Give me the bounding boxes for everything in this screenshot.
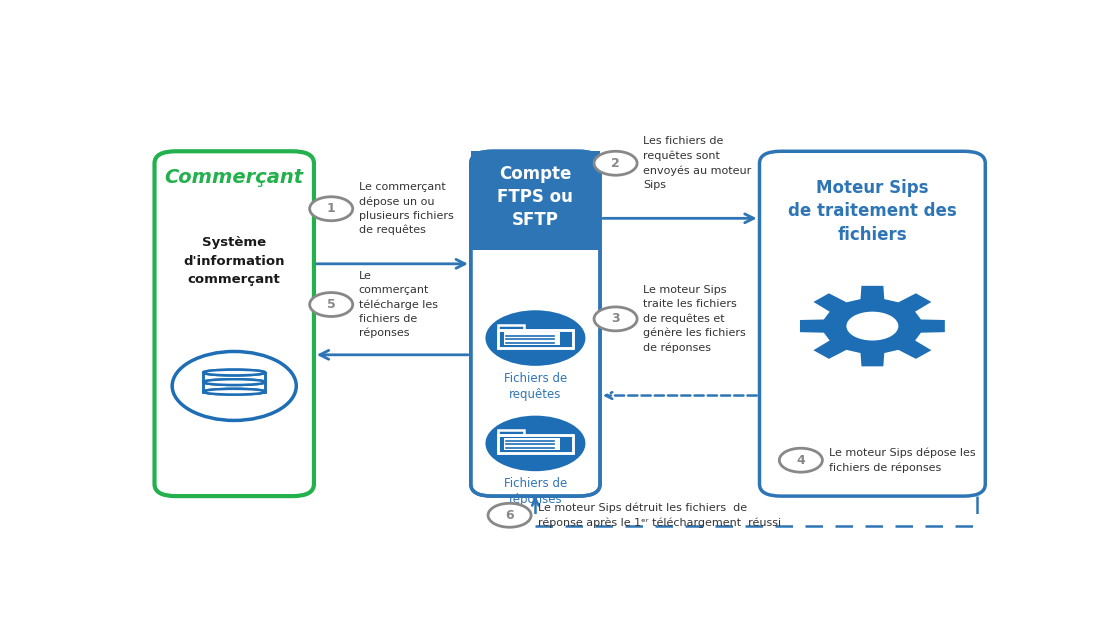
Circle shape xyxy=(488,503,532,527)
Text: Les fichiers de
requêtes sont
envoyés au moteur
Sips: Les fichiers de requêtes sont envoyés au… xyxy=(643,136,752,190)
Ellipse shape xyxy=(203,379,266,385)
Text: Système
d'information
commerçant: Système d'information commerçant xyxy=(183,236,285,286)
Text: 3: 3 xyxy=(612,312,619,325)
FancyBboxPatch shape xyxy=(155,151,314,496)
Text: Fichiers de
réponses: Fichiers de réponses xyxy=(504,477,567,506)
Circle shape xyxy=(172,351,296,420)
Circle shape xyxy=(780,448,823,472)
Ellipse shape xyxy=(203,369,266,376)
Bar xyxy=(205,373,264,392)
Text: Le commerçant
dépose un ou
plusieurs fichiers
de requêtes: Le commerçant dépose un ou plusieurs fic… xyxy=(359,182,454,236)
Text: Le moteur Sips dépose les
fichiers de réponses: Le moteur Sips dépose les fichiers de ré… xyxy=(830,448,976,473)
Text: Fichiers de
requêtes: Fichiers de requêtes xyxy=(504,371,567,401)
Circle shape xyxy=(594,307,637,331)
Circle shape xyxy=(594,151,637,175)
Bar xyxy=(498,430,524,435)
Text: 5: 5 xyxy=(327,298,336,311)
Text: 1: 1 xyxy=(327,202,336,215)
Text: 2: 2 xyxy=(612,157,620,170)
Bar xyxy=(470,151,600,249)
Circle shape xyxy=(486,415,585,471)
Ellipse shape xyxy=(203,369,266,376)
Ellipse shape xyxy=(203,389,266,394)
FancyBboxPatch shape xyxy=(504,332,559,345)
Text: Le moteur Sips
traite les fichiers
de requêtes et
génère les fichiers
de réponse: Le moteur Sips traite les fichiers de re… xyxy=(643,285,746,353)
Text: 6: 6 xyxy=(505,509,514,522)
Circle shape xyxy=(486,310,585,366)
Text: Commerçant: Commerçant xyxy=(165,168,304,187)
Circle shape xyxy=(309,292,353,317)
Text: Moteur Sips
de traitement des
fichiers: Moteur Sips de traitement des fichiers xyxy=(788,179,956,244)
FancyBboxPatch shape xyxy=(504,438,559,450)
Text: 4: 4 xyxy=(796,453,805,466)
Polygon shape xyxy=(800,286,945,366)
Text: Compte
FTPS ou
SFTP: Compte FTPS ou SFTP xyxy=(497,165,574,229)
FancyBboxPatch shape xyxy=(759,151,985,496)
Bar xyxy=(498,325,524,330)
Ellipse shape xyxy=(203,379,266,385)
Circle shape xyxy=(846,312,898,340)
Ellipse shape xyxy=(203,389,266,394)
FancyBboxPatch shape xyxy=(470,151,600,496)
Circle shape xyxy=(309,197,353,221)
Text: Le
commerçant
télécharge les
fichiers de
réponses: Le commerçant télécharge les fichiers de… xyxy=(359,271,438,338)
Text: Le moteur Sips détruit les fichiers  de
réponse après le 1ᵉʳ téléchargement  réu: Le moteur Sips détruit les fichiers de r… xyxy=(538,503,781,528)
